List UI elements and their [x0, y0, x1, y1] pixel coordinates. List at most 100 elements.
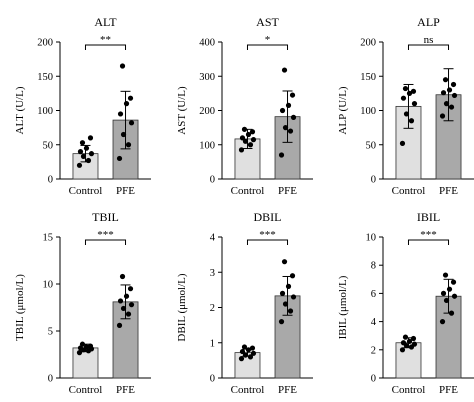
data-point [119, 63, 126, 69]
data-point [245, 131, 252, 138]
category-label: Control [231, 384, 265, 396]
y-tick-label: 15 [43, 233, 54, 244]
category-label: PFE [278, 185, 297, 197]
data-point [238, 356, 245, 362]
data-point [241, 344, 248, 350]
data-point [448, 104, 455, 110]
y-tick-label: 100 [199, 140, 215, 151]
data-point [279, 107, 286, 114]
data-point [279, 290, 286, 296]
chart-title: IBIL [417, 210, 440, 224]
data-point [76, 162, 83, 168]
y-tick-label: 0 [371, 374, 376, 385]
data-point [411, 101, 418, 107]
y-tick-label: 2 [210, 303, 215, 314]
data-point [120, 305, 127, 312]
chart-title: AST [256, 15, 279, 29]
data-point [247, 142, 254, 148]
data-point [250, 137, 257, 143]
category-label: Control [69, 384, 103, 396]
y-tick-label: 200 [360, 38, 376, 49]
data-point [450, 81, 457, 88]
y-tick-label: 400 [199, 38, 215, 49]
category-label: PFE [278, 384, 297, 396]
significance-bracket [84, 239, 127, 245]
category-label: PFE [116, 185, 135, 197]
data-point [406, 338, 413, 344]
data-point [128, 120, 135, 126]
data-point [439, 319, 446, 325]
data-point [439, 113, 446, 119]
data-point [282, 301, 289, 307]
y-tick-label: 5 [48, 327, 53, 338]
data-point [402, 334, 409, 340]
y-tick-label: 3 [210, 268, 215, 279]
data-point [289, 92, 296, 98]
data-point [442, 77, 449, 83]
data-point [120, 131, 127, 138]
significance-bracket [84, 44, 127, 50]
significance-bracket [407, 239, 450, 245]
panel-ast: AST 0 100 200 300 400 AST (U/L) Control PFE * [176, 15, 313, 197]
chart-title: DBIL [254, 210, 282, 224]
category-label: Control [69, 185, 103, 197]
data-point [116, 155, 123, 162]
data-point [411, 341, 418, 347]
data-point [88, 151, 95, 157]
data-point [249, 345, 256, 351]
data-point [290, 114, 297, 120]
data-point [128, 302, 135, 308]
data-point [278, 152, 285, 158]
y-axis-label: AST (U/L) [176, 86, 188, 135]
bar-pfe [274, 116, 301, 180]
chart-title: ALT [94, 15, 117, 29]
data-point [242, 138, 249, 144]
y-tick-label: 8 [371, 261, 376, 272]
data-point [287, 308, 294, 314]
significance-label: *** [97, 229, 114, 241]
data-point [446, 286, 453, 292]
data-point [77, 149, 84, 155]
data-point [403, 111, 410, 117]
y-tick-label: 150 [360, 72, 376, 83]
data-point [440, 90, 447, 96]
data-point [250, 350, 257, 356]
data-point [440, 290, 447, 296]
category-label: PFE [116, 384, 135, 396]
data-point [245, 347, 252, 353]
significance-label: * [265, 34, 271, 46]
data-point [281, 259, 288, 265]
data-point [278, 319, 285, 325]
data-point [446, 87, 453, 93]
data-point [448, 310, 455, 316]
data-point [287, 128, 294, 134]
panel-dbil: DBIL 0 1 2 3 4 DBIL (μmol/L) Control PFE *** [176, 210, 313, 396]
y-tick-label: 200 [199, 106, 215, 117]
data-point [76, 350, 83, 356]
data-point [406, 90, 413, 96]
data-point [281, 67, 288, 73]
panel-ibil: IBIL 0 2 4 6 8 10 IBIL (μmol/L) Control PFE *** [337, 210, 474, 396]
y-axis-label: DBIL (μmol/L) [176, 273, 188, 341]
y-tick-label: 0 [48, 374, 53, 385]
data-point [290, 294, 297, 300]
data-point [123, 101, 130, 107]
data-point [83, 344, 90, 350]
bar-control [72, 347, 99, 379]
y-tick-label: 50 [43, 140, 54, 151]
bar-control [234, 352, 261, 379]
data-point [451, 293, 458, 299]
data-point [408, 118, 415, 124]
data-point [125, 311, 132, 317]
chart-title: ALP [417, 15, 440, 29]
data-point [247, 354, 254, 360]
y-tick-label: 0 [210, 374, 215, 385]
data-point [85, 157, 92, 164]
chart-title: TBIL [92, 210, 119, 224]
data-point [443, 101, 450, 107]
y-tick-label: 100 [360, 106, 376, 117]
panel-tbil: TBIL 0 5 10 15 TBIL (μmol/L) Control PFE *** [14, 210, 151, 396]
y-tick-label: 1 [210, 338, 215, 349]
data-point [241, 126, 248, 132]
data-point [442, 272, 449, 278]
